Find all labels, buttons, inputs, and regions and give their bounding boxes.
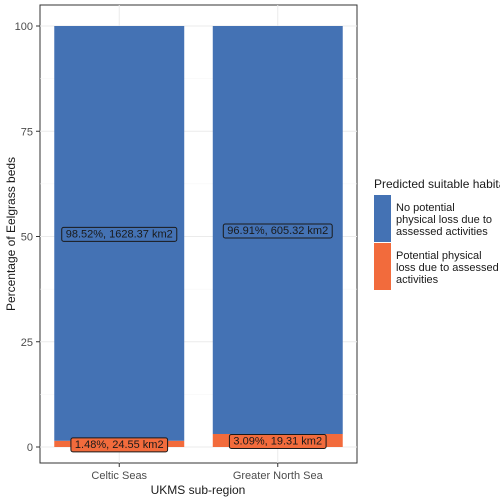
bar-data-label: 96.91%, 605.32 km2 <box>227 225 328 237</box>
y-axis-title: Percentage of Eelgrass beds <box>4 157 18 311</box>
bar-data-label: 3.09%, 19.31 km2 <box>233 435 322 447</box>
bar-data-label-box <box>61 226 178 242</box>
legend-label: physical loss due to <box>396 214 492 226</box>
y-tick-label: 75 <box>21 126 33 138</box>
x-axis-ticks: Celtic Seas Greater North Sea <box>91 463 324 482</box>
y-tick-label: 25 <box>21 337 33 349</box>
y-tick-label: 50 <box>21 232 33 244</box>
bar-data-label: 1.48%, 24.55 km2 <box>75 439 164 451</box>
legend-key <box>374 195 391 242</box>
bar-data-label-box <box>228 433 327 449</box>
legend-label: activities <box>396 274 439 286</box>
bar-data-labels: 1.48%, 24.55 km2 98.52%, 1628.37 km2 3.09%… <box>61 223 333 453</box>
x-tick-label: Celtic Seas <box>91 470 147 482</box>
y-axis-ticks: 0 25 50 75 100 <box>15 21 40 454</box>
legend-key <box>374 243 391 290</box>
legend: Predicted suitable habitat No potentialp… <box>374 177 500 290</box>
legend-title: Predicted suitable habitat <box>374 177 500 191</box>
legend-label: loss due to assessed <box>396 262 499 274</box>
legend-label: No potential <box>396 202 455 214</box>
bar-data-label: 98.52%, 1628.37 km2 <box>66 228 173 240</box>
bar-data-label-box <box>222 223 333 239</box>
legend-label: Potential physical <box>396 250 482 262</box>
x-axis-title: UKMS sub-region <box>151 483 246 497</box>
legend-label: assessed activities <box>396 226 488 238</box>
bar-data-label-box <box>70 437 169 453</box>
x-tick-label: Greater North Sea <box>233 470 324 482</box>
y-tick-label: 0 <box>27 442 33 454</box>
y-tick-label: 100 <box>15 21 33 33</box>
